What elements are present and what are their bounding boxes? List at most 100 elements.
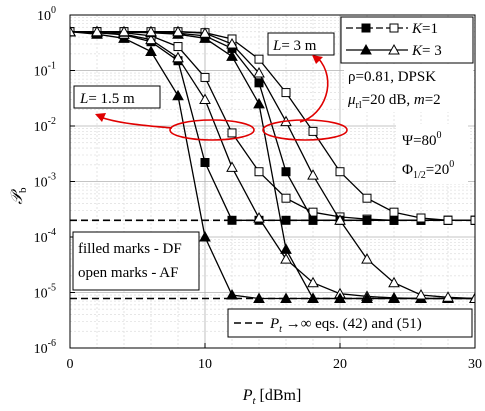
angle-box: Ψ=800 Φ1/2=200 xyxy=(396,124,468,184)
marks-box: filled marks - DF open marks - AF xyxy=(72,231,200,291)
series-marker-triangle xyxy=(253,97,265,109)
series-marker-triangle xyxy=(118,25,130,37)
asymptote-legend: Pt →∞ eqs. (42) and (51) xyxy=(227,308,473,338)
series-marker-square xyxy=(200,157,210,167)
series-marker-square xyxy=(362,193,372,203)
legend-marker-filled-triangle xyxy=(360,43,372,55)
series-marker-square xyxy=(227,215,237,225)
series-marker-square xyxy=(281,193,291,203)
series-marker-square xyxy=(443,215,453,225)
l3-label-box xyxy=(267,32,335,56)
series-marker-triangle xyxy=(172,89,184,101)
series-marker-square xyxy=(227,128,237,138)
l3-highlight-ellipse xyxy=(262,119,348,141)
series-marker-square xyxy=(470,215,475,225)
series-marker-triangle xyxy=(388,276,400,288)
y-axis-label: 𝒫b xyxy=(9,187,29,205)
x-axis-label: Pt [dBm] xyxy=(242,387,302,407)
series-marker-triangle xyxy=(145,45,157,56)
series-marker-triangle xyxy=(388,292,400,303)
series-marker-triangle xyxy=(334,214,346,225)
l3-arrow-head xyxy=(312,55,323,64)
y-tick-label: 10-1 xyxy=(34,61,56,80)
legend-marker-open-triangle xyxy=(388,43,400,55)
series-marker-triangle xyxy=(145,33,157,45)
y-tick-label: 10-3 xyxy=(34,172,56,191)
series-marker-square xyxy=(308,215,318,225)
phi-label: Φ1/2=200 xyxy=(402,159,454,181)
legend-entry-k3: K= 3 xyxy=(346,43,442,59)
series-marker-triangle xyxy=(199,230,211,242)
asymptote-legend-frame xyxy=(227,308,473,338)
y-tick-label: 10-2 xyxy=(34,116,56,135)
series-layer xyxy=(70,25,475,303)
legend-box xyxy=(340,16,474,64)
series-marker-square xyxy=(362,215,372,225)
y-tick-label: 100 xyxy=(37,5,56,24)
series-marker-triangle xyxy=(226,161,238,172)
series-marker-triangle xyxy=(307,276,319,288)
asymptote-legend-text: Pt →∞ eqs. (42) and (51) xyxy=(269,316,422,335)
legend-marker-filled-square xyxy=(361,23,371,33)
series-marker-triangle xyxy=(307,292,319,303)
series-marker-triangle xyxy=(307,169,319,180)
series-marker-square xyxy=(335,167,345,177)
series-marker-triangle xyxy=(70,25,76,37)
l15-label: L= 1.5 m xyxy=(79,91,135,107)
marks-line-af: open marks - AF xyxy=(78,265,178,281)
series-marker-triangle xyxy=(172,25,184,37)
series-marker-triangle xyxy=(226,50,238,61)
series-marker-triangle xyxy=(226,289,238,300)
y-tick-label: 10-4 xyxy=(34,227,56,246)
series-marker-square xyxy=(173,42,183,52)
series-marker-triangle xyxy=(199,32,211,43)
series-marker-triangle xyxy=(199,27,211,38)
series-marker-square xyxy=(254,167,264,177)
params-box-frame xyxy=(344,64,473,112)
x-tick-label: 10 xyxy=(198,357,212,372)
legend-marker-open-square xyxy=(389,23,399,33)
l3-label: L= 3 m xyxy=(272,38,317,54)
y-tick-label: 10-5 xyxy=(34,283,56,302)
marks-box-frame xyxy=(72,231,200,291)
series-marker-triangle xyxy=(334,292,346,303)
series-marker-triangle xyxy=(91,25,103,37)
x-tick-label: 0 xyxy=(67,357,74,372)
y-tick-label: 10-6 xyxy=(34,338,56,357)
x-tick-label: 20 xyxy=(333,357,347,372)
series-marker-triangle xyxy=(226,37,238,49)
series-marker-triangle xyxy=(280,243,292,254)
psi-label: Ψ=800 xyxy=(402,130,442,149)
series-marker-triangle xyxy=(361,292,373,303)
legend: K=1 K= 3 xyxy=(340,16,474,64)
series-marker-triangle xyxy=(199,93,211,105)
parameters-box: ρ=0.81, DPSK μrl=20 dB, m=2 xyxy=(344,64,473,112)
series-marker-square xyxy=(281,215,291,225)
series-marker-square xyxy=(308,126,318,136)
params-line1: ρ=0.81, DPSK xyxy=(348,69,436,85)
series-marker-triangle xyxy=(280,292,292,303)
series-marker-square xyxy=(281,88,291,98)
legend-label-k1: K=1 xyxy=(411,21,438,37)
series-marker-square xyxy=(200,72,210,82)
angle-box-frame xyxy=(396,124,468,184)
l15-arrow-head xyxy=(95,113,106,122)
l15-highlight-ellipse xyxy=(169,119,255,141)
series-marker-triangle xyxy=(469,292,475,303)
series-marker-triangle xyxy=(145,25,157,37)
series-marker-triangle xyxy=(253,292,265,303)
l15-arrow xyxy=(99,116,173,129)
series-marker-square xyxy=(389,215,399,225)
series-line xyxy=(70,31,475,300)
annotation-l15: L= 1.5 m xyxy=(73,85,173,129)
series-marker-triangle xyxy=(172,51,184,63)
series-marker-square xyxy=(389,207,399,217)
series-marker-square xyxy=(281,167,291,177)
series-marker-triangle xyxy=(280,253,292,264)
series-marker-triangle xyxy=(415,289,427,300)
legend-entry-k1: K=1 xyxy=(346,21,438,37)
series-marker-square xyxy=(416,213,426,223)
series-marker-square xyxy=(254,78,264,88)
tick-labels: 0 10 20 30 10-6 10-5 10-4 10-3 10-2 10-1 100 xyxy=(34,5,482,372)
